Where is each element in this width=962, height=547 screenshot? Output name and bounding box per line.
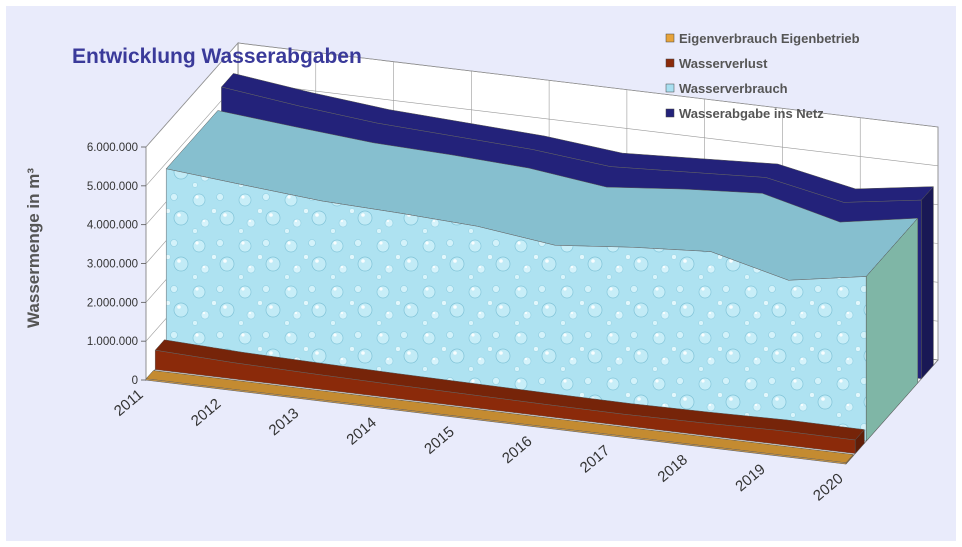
- legend-swatch: [665, 33, 675, 43]
- y-tick-label: 3.000.000: [87, 259, 138, 271]
- chart-panel: 0 1.000.000 2.000.000 3.000.000 4.000.000 5.0…: [6, 6, 956, 541]
- y-tick-label: 2.000.000: [87, 297, 138, 309]
- y-axis-label: Wassermenge in m³: [24, 168, 43, 328]
- legend: Eigenverbrauch Eigenbetrieb Wasserverlust…: [665, 31, 860, 121]
- series-eigenverbrauch-eigenbetrieb: [145, 370, 854, 465]
- x-tick-label: 2012: [188, 395, 224, 429]
- series-end-cap: [845, 453, 854, 465]
- x-tick-label: 2015: [421, 423, 457, 457]
- series-wasserverlust: [154, 339, 865, 455]
- series-layer: [145, 73, 934, 465]
- legend-label: Wasserverbrauch: [679, 81, 788, 96]
- legend-swatch: [665, 58, 675, 68]
- series-end-cap: [865, 217, 919, 442]
- x-tick-label: 2013: [266, 405, 302, 439]
- y-tick-label: 1.000.000: [87, 336, 138, 348]
- x-tick-label: 2019: [732, 461, 768, 495]
- x-tick-label: 2016: [499, 433, 535, 467]
- legend-swatch: [665, 108, 675, 118]
- x-tick-label: 2011: [111, 386, 147, 420]
- x-tick-label: 2018: [654, 451, 690, 485]
- y-axis-ticks: 0 1.000.000 2.000.000 3.000.000 4.000.000 5.0…: [87, 142, 146, 387]
- chart-title: Entwicklung Wasserabgaben: [72, 45, 362, 68]
- y-tick-label: 6.000.000: [87, 142, 138, 154]
- y-tick-label: 5.000.000: [87, 181, 138, 193]
- y-tick-label: 0: [132, 375, 138, 387]
- chart: 0 1.000.000 2.000.000 3.000.000 4.000.000 5.0…: [24, 31, 939, 505]
- legend-swatch: [665, 83, 675, 93]
- series-end-cap: [854, 428, 865, 455]
- legend-label: Wasserabgabe ins Netz: [679, 106, 824, 121]
- series-end-cap: [921, 185, 934, 380]
- legend-label: Wasserverlust: [679, 56, 768, 71]
- legend-label: Eigenverbrauch Eigenbetrieb: [679, 31, 860, 46]
- x-tick-label: 2017: [577, 442, 613, 476]
- x-tick-label: 2020: [810, 470, 846, 504]
- x-tick-label: 2014: [343, 414, 379, 448]
- y-tick-label: 4.000.000: [87, 220, 138, 232]
